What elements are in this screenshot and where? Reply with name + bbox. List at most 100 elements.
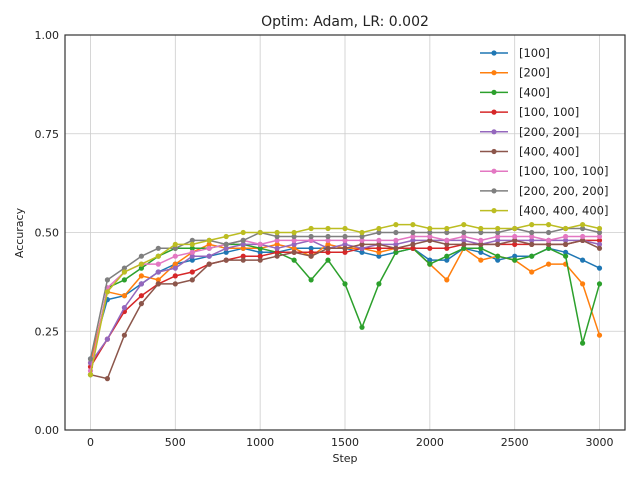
data-point — [376, 249, 382, 255]
data-point — [444, 237, 450, 243]
data-point — [121, 265, 127, 271]
data-point — [393, 249, 399, 255]
data-point — [393, 241, 399, 247]
data-point — [376, 225, 382, 232]
data-point — [580, 225, 586, 232]
data-point — [325, 241, 331, 247]
data-point — [580, 237, 586, 243]
data-point — [444, 245, 450, 251]
data-point — [223, 249, 229, 255]
data-point — [478, 241, 484, 247]
legend-entry: [200] — [480, 66, 550, 80]
legend-entry: [400, 400] — [480, 145, 579, 159]
data-point — [104, 289, 110, 295]
data-point — [189, 269, 195, 275]
data-point — [376, 237, 382, 243]
data-point — [155, 277, 161, 283]
data-point — [121, 269, 127, 275]
data-point — [495, 233, 501, 240]
data-point — [478, 225, 484, 232]
data-point — [410, 233, 416, 240]
data-point — [546, 222, 552, 228]
legend-entry: [400, 400, 400] — [480, 204, 608, 218]
data-point — [512, 257, 518, 263]
data-point — [359, 249, 365, 255]
legend-label: [400] — [519, 85, 550, 99]
data-point — [444, 257, 450, 263]
data-point — [206, 241, 212, 247]
data-point — [546, 241, 552, 247]
data-point — [274, 229, 280, 236]
legend-label: [400, 400, 400] — [519, 204, 608, 218]
data-point — [121, 293, 127, 299]
data-point — [257, 245, 263, 251]
x-tick-label: 1500 — [331, 436, 359, 449]
data-point — [189, 241, 195, 247]
data-point — [410, 245, 416, 251]
data-point — [325, 237, 331, 243]
data-point — [308, 233, 314, 240]
data-point — [596, 332, 603, 338]
data-point — [478, 257, 484, 263]
legend-entry: [100] — [480, 46, 550, 60]
data-point — [104, 277, 110, 283]
data-point — [427, 257, 433, 263]
data-point — [512, 225, 518, 232]
legend-marker — [491, 208, 497, 214]
legend-marker — [491, 89, 497, 95]
data-point — [189, 253, 195, 259]
data-point — [189, 277, 195, 283]
data-point — [495, 253, 501, 259]
data-point — [240, 237, 246, 243]
legend-entry: [200, 200, 200] — [480, 184, 608, 198]
data-point — [223, 245, 229, 251]
data-point — [461, 229, 467, 236]
data-point — [104, 376, 110, 382]
legend-entry: [100, 100, 100] — [480, 164, 608, 178]
data-point — [121, 277, 127, 283]
x-tick-label: 3000 — [586, 436, 614, 449]
data-point — [172, 261, 178, 267]
data-point — [240, 245, 246, 251]
data-point — [495, 225, 501, 232]
x-tick-label: 500 — [165, 436, 186, 449]
data-point — [274, 237, 280, 243]
y-tick-label: 0.25 — [35, 325, 60, 338]
data-point — [461, 222, 467, 228]
data-point — [376, 253, 382, 259]
data-point — [478, 237, 484, 243]
data-point — [172, 241, 178, 247]
data-point — [580, 257, 586, 263]
data-point — [546, 237, 552, 243]
data-point — [563, 249, 569, 255]
data-point — [291, 257, 297, 263]
data-point — [563, 237, 569, 243]
data-point — [308, 237, 314, 243]
data-point — [427, 245, 433, 251]
data-point — [359, 229, 365, 236]
data-point — [257, 253, 263, 259]
data-point — [308, 249, 314, 255]
data-point — [410, 241, 416, 247]
data-point — [461, 241, 467, 247]
y-tick-label: 0.00 — [35, 424, 60, 437]
data-point — [512, 241, 518, 247]
legend-entry: [400] — [480, 85, 550, 99]
data-point — [563, 233, 569, 240]
data-point — [291, 233, 297, 240]
data-point — [596, 229, 603, 236]
data-point — [596, 225, 603, 232]
data-point — [291, 241, 297, 247]
data-point — [172, 265, 178, 271]
data-point — [206, 253, 212, 259]
data-point — [274, 245, 280, 251]
data-point — [427, 225, 433, 232]
plot-frame — [64, 34, 626, 431]
data-point — [342, 245, 348, 251]
data-point — [512, 233, 518, 240]
data-point — [138, 261, 144, 267]
data-point — [172, 281, 178, 287]
data-point — [495, 237, 501, 243]
data-point — [257, 257, 263, 263]
data-point — [478, 249, 484, 255]
